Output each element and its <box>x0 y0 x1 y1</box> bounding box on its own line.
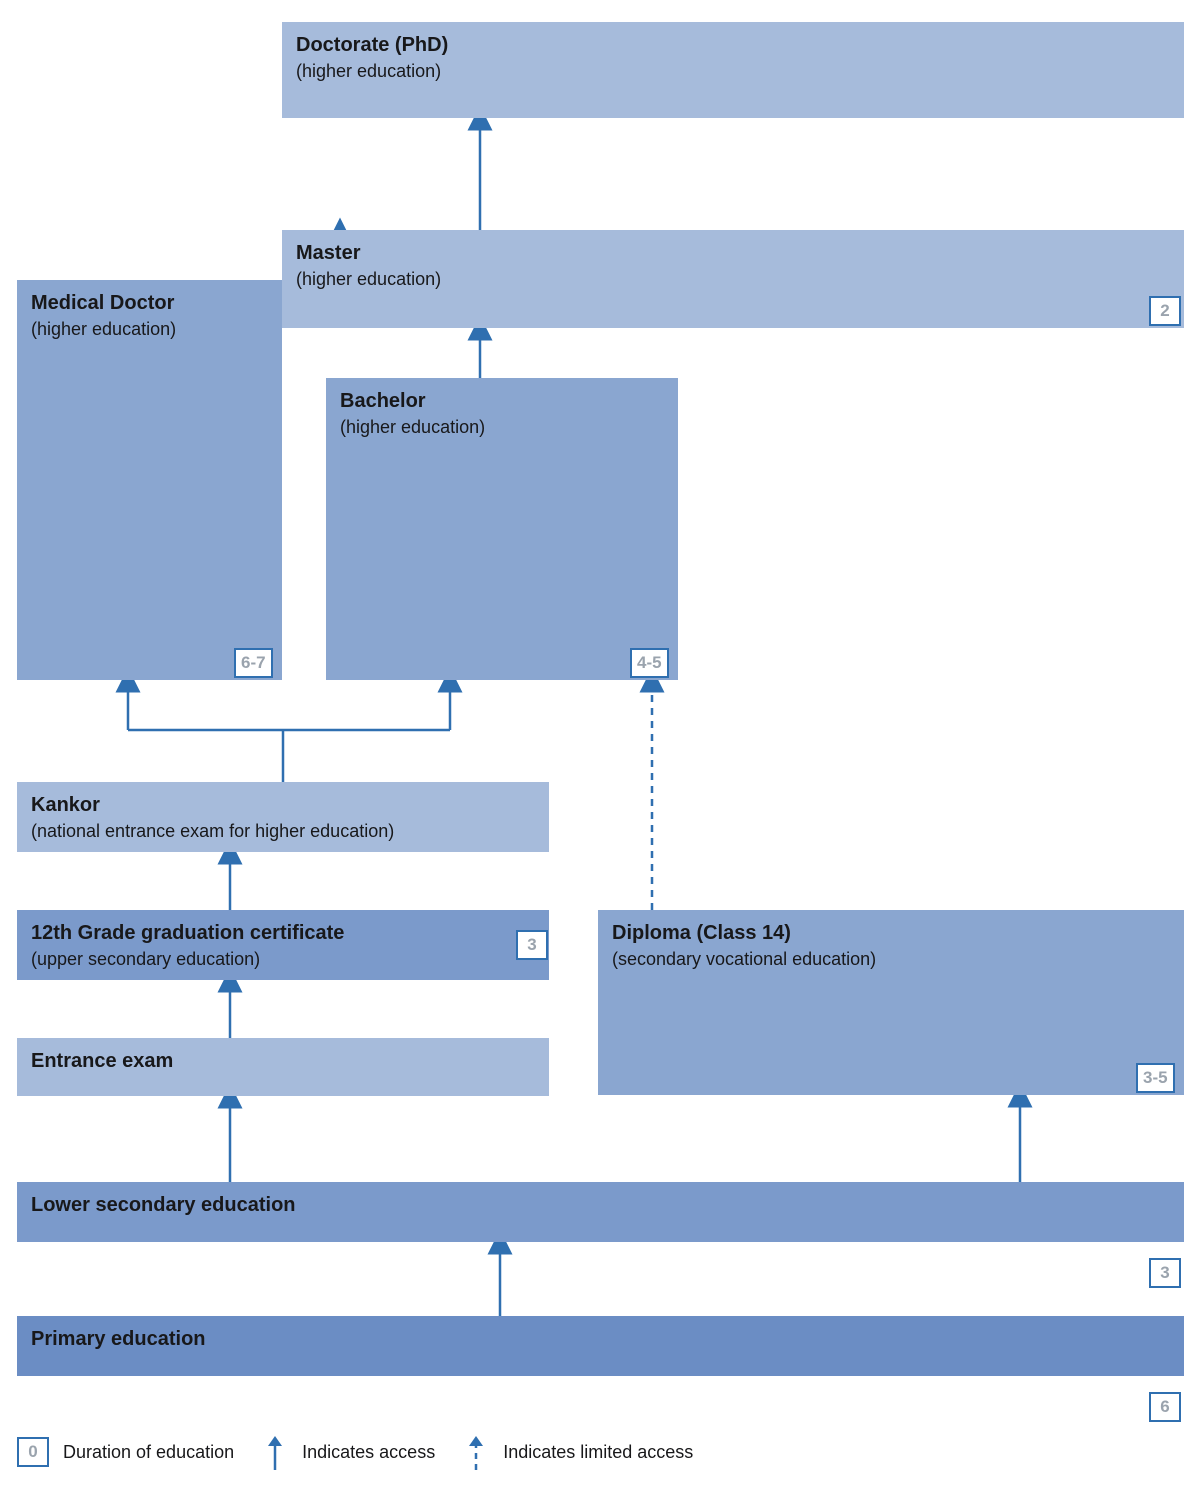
arrow-dashed-icon <box>463 1434 489 1470</box>
box-title: Primary education <box>31 1326 1170 1352</box>
box-subtitle: (higher education) <box>340 416 664 439</box>
box-subtitle: (secondary vocational education) <box>612 948 1170 971</box>
box-lowersec: Lower secondary education <box>17 1182 1184 1242</box>
duration-badge-bachelor: 4-5 <box>630 648 669 678</box>
box-title: Entrance exam <box>31 1048 535 1074</box>
duration-badge-primary: 6 <box>1149 1392 1181 1422</box>
duration-badge-diploma: 3-5 <box>1136 1063 1175 1093</box>
box-title: Lower secondary education <box>31 1192 1170 1218</box>
legend-duration-badge: 0 <box>17 1437 49 1467</box>
box-title: Medical Doctor <box>31 290 268 316</box>
box-title: Doctorate (PhD) <box>296 32 1170 58</box>
box-diploma: Diploma (Class 14)(secondary vocational … <box>598 910 1184 1095</box>
diagram-canvas: Doctorate (PhD)(higher education)Master(… <box>0 0 1200 1497</box>
box-subtitle: (higher education) <box>296 60 1170 83</box>
arrow-solid-icon <box>262 1434 288 1470</box>
box-title: Kankor <box>31 792 535 818</box>
box-grade12: 12th Grade graduation certificate(upper … <box>17 910 549 980</box>
connectors-svg <box>0 0 1200 1497</box>
box-entrance: Entrance exam <box>17 1038 549 1096</box>
box-kankor: Kankor(national entrance exam for higher… <box>17 782 549 852</box>
legend-access: Indicates access <box>262 1434 435 1470</box>
duration-badge-medical: 6-7 <box>234 648 273 678</box>
box-title: 12th Grade graduation certificate <box>31 920 535 946</box>
box-master: Master(higher education) <box>282 230 1184 328</box>
box-subtitle: (higher education) <box>296 268 1170 291</box>
box-title: Bachelor <box>340 388 664 414</box>
legend-duration-label: Duration of education <box>63 1442 234 1463</box>
legend-limited: Indicates limited access <box>463 1434 693 1470</box>
legend-duration: 0 Duration of education <box>17 1437 234 1467</box>
legend-limited-label: Indicates limited access <box>503 1442 693 1463</box>
box-subtitle: (national entrance exam for higher educa… <box>31 820 535 843</box>
box-primary: Primary education <box>17 1316 1184 1376</box>
box-medical: Medical Doctor(higher education) <box>17 280 282 680</box>
box-title: Diploma (Class 14) <box>612 920 1170 946</box>
box-bachelor: Bachelor(higher education) <box>326 378 678 680</box>
duration-badge-master: 2 <box>1149 296 1181 326</box>
box-phd: Doctorate (PhD)(higher education) <box>282 22 1184 118</box>
legend-access-label: Indicates access <box>302 1442 435 1463</box>
box-subtitle: (upper secondary education) <box>31 948 535 971</box>
duration-badge-lowersec: 3 <box>1149 1258 1181 1288</box>
legend: 0 Duration of education Indicates access… <box>17 1434 693 1470</box>
box-title: Master <box>296 240 1170 266</box>
box-subtitle: (higher education) <box>31 318 268 341</box>
duration-badge-grade12: 3 <box>516 930 548 960</box>
